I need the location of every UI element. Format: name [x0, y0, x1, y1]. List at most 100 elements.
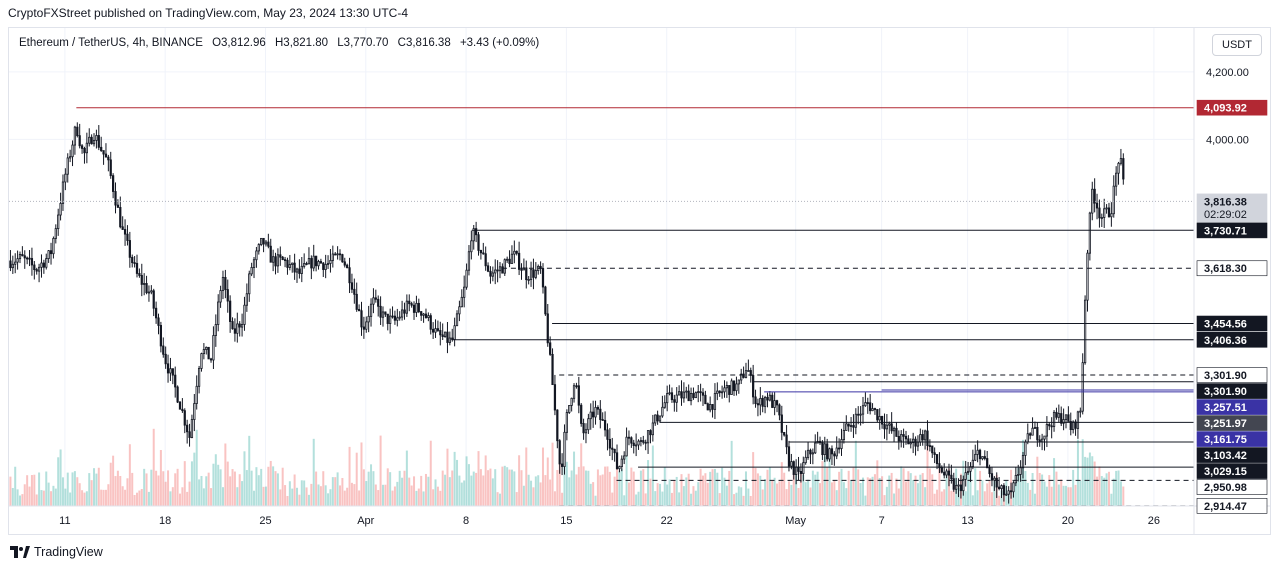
volume-bar — [143, 468, 146, 506]
candle-body — [47, 250, 50, 260]
volume-bar — [312, 438, 315, 506]
volume-bar — [604, 466, 607, 506]
volume-bar — [307, 494, 310, 506]
volume-bar — [790, 484, 793, 506]
volume-bar — [85, 491, 88, 506]
candle-body — [608, 438, 611, 449]
volume-bar — [878, 477, 881, 506]
candle-body — [990, 473, 994, 481]
candle-body — [346, 264, 349, 269]
price-level-label: 3,257.51 — [1204, 402, 1247, 414]
candle-body — [1031, 427, 1034, 436]
candle-body — [752, 375, 755, 398]
volume-bar — [852, 467, 855, 506]
volume-bar — [496, 492, 499, 506]
price-level-tag — [1196, 99, 1268, 116]
candle-body — [49, 250, 53, 255]
chart-frame[interactable]: 4,200.00 4,000.00 4,093.92 3,816.38 02:29:02… — [8, 27, 1271, 535]
volume-bar — [190, 461, 193, 506]
volume-bar — [231, 469, 234, 506]
tradingview-footer[interactable]: TradingView — [10, 545, 103, 559]
volume-bar — [1050, 486, 1053, 506]
candle-body — [534, 270, 537, 278]
candle-body — [422, 313, 425, 316]
candle-body — [998, 486, 1001, 490]
candle-body — [644, 441, 647, 444]
volume-bar — [799, 472, 802, 506]
volume-bar — [100, 489, 103, 506]
volume-bar — [716, 472, 719, 506]
volume-bar — [1017, 467, 1020, 506]
volume-bar — [147, 491, 150, 506]
candle-body — [326, 263, 330, 265]
candle-body — [97, 135, 100, 148]
candle-body — [1103, 208, 1106, 218]
volume-bar — [30, 475, 33, 506]
candle-body — [348, 267, 351, 284]
volume-bar — [768, 467, 771, 506]
volume-bar — [477, 451, 480, 506]
volume-bar — [642, 469, 645, 506]
candle-body — [112, 175, 115, 192]
candle-body — [429, 315, 432, 330]
volume-bar — [704, 473, 707, 506]
volume-bar — [573, 451, 576, 506]
volume-bar — [967, 473, 970, 506]
candle-body — [1105, 207, 1108, 210]
volume-bar — [950, 490, 953, 506]
candle-body — [950, 474, 953, 480]
price-chart[interactable]: 4,200.00 4,000.00 4,093.92 3,816.3802:29:02… — [9, 28, 1270, 534]
candle-body — [183, 410, 186, 426]
candle-body — [966, 470, 970, 474]
candle-body — [718, 390, 721, 394]
candle-body — [627, 436, 631, 439]
candle-body — [1064, 414, 1068, 420]
candle-body — [1048, 424, 1051, 427]
volume-bar — [346, 487, 349, 506]
candle-body — [23, 255, 26, 259]
volume-bar — [1060, 479, 1063, 506]
volume-bar — [284, 485, 287, 506]
candle-body — [314, 255, 318, 267]
candle-body — [1115, 172, 1118, 187]
volume-bar — [971, 495, 974, 506]
volume-bar — [1081, 439, 1084, 506]
candle-body — [916, 441, 920, 447]
candle-body — [687, 390, 690, 402]
candle-body — [162, 345, 165, 355]
candle-body — [1017, 474, 1020, 476]
volume-bar — [680, 474, 683, 506]
candle-body — [838, 447, 841, 450]
volume-bar — [699, 468, 702, 506]
volume-bar — [155, 470, 158, 506]
candle-body — [754, 396, 757, 404]
candle-body — [472, 228, 475, 242]
volume-bar — [482, 475, 485, 506]
volume-bar — [532, 487, 535, 506]
candle-body — [900, 434, 903, 442]
ohlc-high: H3,821.80 — [275, 37, 329, 49]
candle-body — [947, 470, 951, 476]
volume-bar — [771, 480, 774, 506]
volume-bar — [365, 481, 368, 506]
currency-button[interactable]: USDT — [1212, 34, 1262, 56]
candle-body — [255, 250, 258, 261]
volume-bar — [938, 468, 941, 506]
candle-body — [859, 413, 862, 416]
candle-body — [362, 326, 365, 330]
volume-bar — [420, 475, 423, 506]
symbol-name[interactable]: Ethereum / TetherUS, 4h, BINANCE — [19, 37, 203, 49]
candle-body — [1024, 441, 1027, 456]
candle-body — [389, 315, 392, 324]
candle-body — [508, 258, 511, 264]
volume-bar — [647, 460, 650, 506]
candle-body — [625, 436, 628, 457]
candle-body — [661, 406, 664, 417]
candle-body — [553, 384, 557, 411]
volume-bar — [845, 488, 848, 506]
candle-body — [300, 265, 303, 274]
price-level-tag — [1196, 222, 1268, 239]
ohlc-close: C3,816.38 — [397, 37, 451, 49]
x-tick-label: 11 — [59, 515, 70, 527]
candle-body — [355, 293, 358, 310]
